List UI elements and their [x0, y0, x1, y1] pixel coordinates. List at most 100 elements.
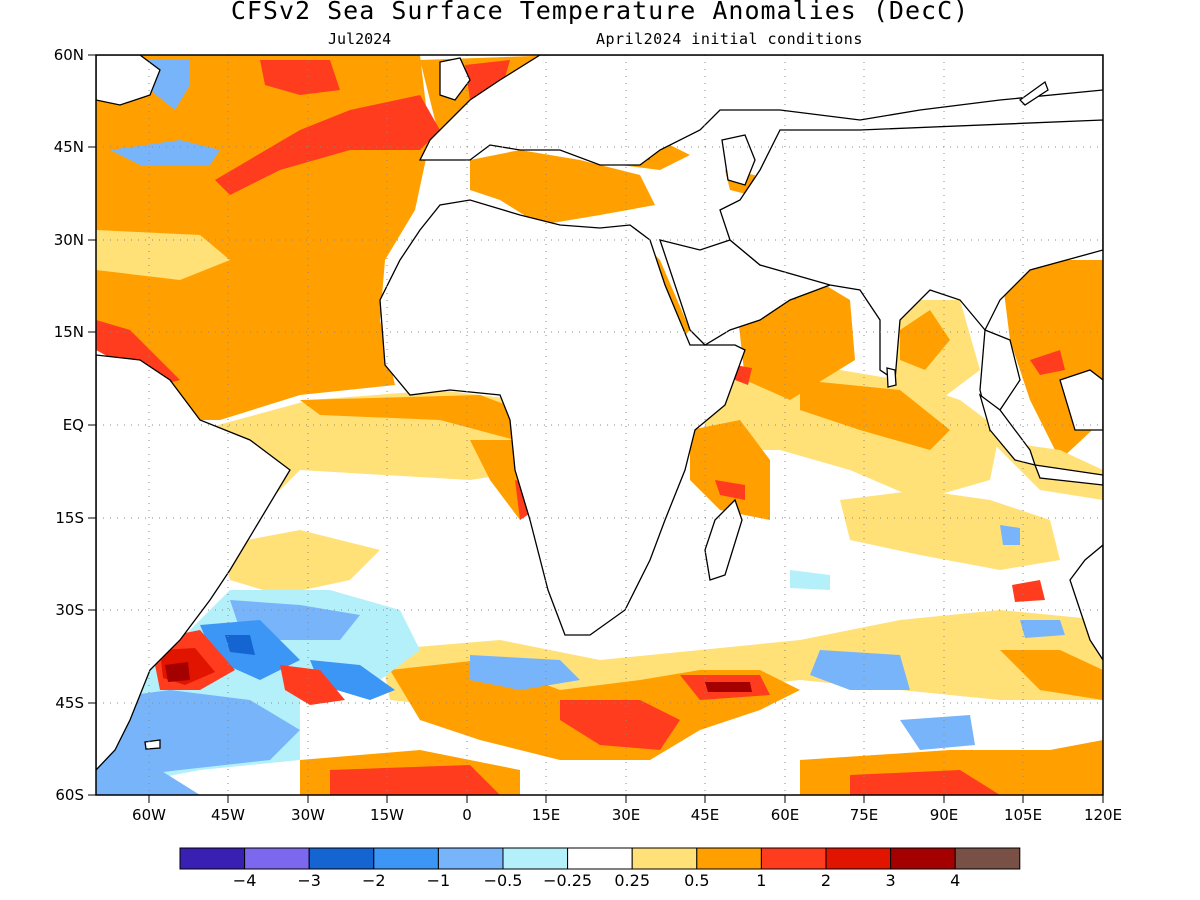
anomaly-region: [470, 150, 655, 225]
colorbar-label: 1: [756, 871, 766, 890]
anomaly-region: [705, 682, 752, 692]
lon-label: 30W: [291, 806, 325, 824]
colorbar-label: 0.5: [684, 871, 709, 890]
africa-landmass: [379, 199, 746, 636]
anomaly-region: [900, 310, 950, 370]
anomaly-region: [330, 765, 500, 795]
lon-label: 75E: [850, 806, 879, 824]
anomaly-region: [110, 140, 220, 165]
colorbar-swatch: [502, 847, 569, 870]
anomaly-region: [1000, 650, 1103, 700]
anomaly-region: [215, 95, 440, 195]
lat-label: 30N: [54, 231, 84, 249]
anomaly-region: [690, 420, 770, 520]
lon-label: 30E: [612, 806, 641, 824]
anomaly-region: [225, 635, 255, 655]
australia-landmass: [1069, 544, 1103, 662]
anomaly-region: [800, 380, 950, 450]
anomaly-region: [840, 490, 1060, 570]
anomaly-region: [1012, 580, 1045, 602]
greenland-landmass: [96, 55, 161, 106]
anomaly-region: [1020, 620, 1065, 638]
colorbar-label: −4: [233, 871, 257, 890]
lat-label: 45S: [55, 694, 84, 712]
lat-label: 45N: [54, 138, 84, 156]
initial-conditions-label: April2024 initial conditions: [596, 30, 863, 48]
lon-label: 45E: [691, 806, 720, 824]
colorbar-swatch: [954, 847, 1021, 870]
colorbar-swatch: [567, 847, 633, 870]
lat-label: 30S: [55, 601, 84, 619]
colorbar-label: −0.25: [543, 871, 592, 890]
colorbar-swatch: [308, 847, 375, 870]
anomaly-region: [470, 655, 580, 690]
lon-label: 15W: [370, 806, 404, 824]
colorbar-swatches: [179, 847, 1021, 870]
anomaly-region: [165, 662, 190, 682]
lon-label: 15E: [532, 806, 561, 824]
anomaly-region: [96, 230, 230, 280]
madagascar-landmass: [704, 498, 743, 581]
colorbar-swatch: [825, 847, 892, 870]
valid-month-label: Jul2024: [328, 30, 392, 48]
anomaly-region: [1030, 350, 1065, 375]
land-masses: [96, 55, 1103, 771]
anomaly-region: [735, 365, 752, 385]
falklands-landmass: [144, 739, 161, 750]
anomaly-region: [790, 570, 830, 590]
colorbar-label: 4: [950, 871, 960, 890]
chart-title: CFSv2 Sea Surface Temperature Anomalies …: [230, 0, 970, 25]
colorbar-swatch: [179, 847, 246, 870]
anomaly-region: [96, 690, 300, 780]
lat-label: EQ: [63, 416, 84, 434]
anomaly-region: [260, 60, 340, 95]
europe-landmass: [418, 55, 1103, 166]
anomaly-region: [690, 370, 1000, 500]
lon-label: 120E: [1084, 806, 1122, 824]
anomaly-region: [715, 480, 745, 500]
lon-label: 60E: [771, 806, 800, 824]
anomaly-region: [280, 665, 345, 705]
colorbar-swatch: [890, 847, 956, 870]
sri-lanka-landmass: [886, 367, 897, 388]
colorbar-label: 2: [821, 871, 831, 890]
caspian-sea: [721, 134, 756, 186]
colorbar-label: −1: [427, 871, 451, 890]
anomaly-region: [310, 660, 395, 700]
anomaly-region: [900, 715, 975, 750]
lon-label: 105E: [1004, 806, 1042, 824]
colorbar-swatch: [373, 847, 439, 870]
colorbar-label: 3: [886, 871, 896, 890]
colorbar-labels: −4 −3 −2 −1 −0.5 −0.25 0.25 0.5 1 2 3 4: [233, 871, 960, 890]
anomaly-region: [850, 770, 1000, 795]
java-landmass: [1033, 464, 1103, 486]
longitude-labels: 60W 45W 30W 15W 0 15E 30E 45E 60E 75E 90…: [132, 806, 1122, 824]
colorbar-label: −2: [362, 871, 386, 890]
lat-label: 60S: [55, 786, 84, 804]
asia-landmass: [719, 119, 1103, 382]
arabia-landmass: [659, 239, 832, 346]
anomaly-region: [810, 650, 910, 690]
lon-label: 90E: [930, 806, 959, 824]
latitude-labels: 60N 45N 30N 15N EQ 15S 30S 45S 60S: [54, 46, 84, 804]
colorbar-label: −0.5: [484, 871, 523, 890]
anomaly-region: [96, 320, 180, 385]
lat-label: 15S: [55, 509, 84, 527]
colorbar-swatch: [696, 847, 762, 870]
japan-landmass: [1018, 80, 1049, 106]
colorbar-swatch: [760, 847, 827, 870]
lon-label: 60W: [132, 806, 166, 824]
colorbar-swatch: [244, 847, 310, 870]
anomaly-region: [560, 700, 680, 750]
borneo-landmass: [1059, 369, 1103, 431]
gridlines: [96, 55, 1103, 795]
south-america-landmass: [96, 354, 291, 771]
anomaly-region: [380, 610, 1103, 710]
anomaly-region: [220, 530, 380, 595]
lat-label: 60N: [54, 46, 84, 64]
lon-label: 45W: [211, 806, 245, 824]
lat-label: 15N: [54, 323, 84, 341]
tick-marks: [88, 54, 1104, 803]
uk-landmass: [439, 57, 471, 101]
